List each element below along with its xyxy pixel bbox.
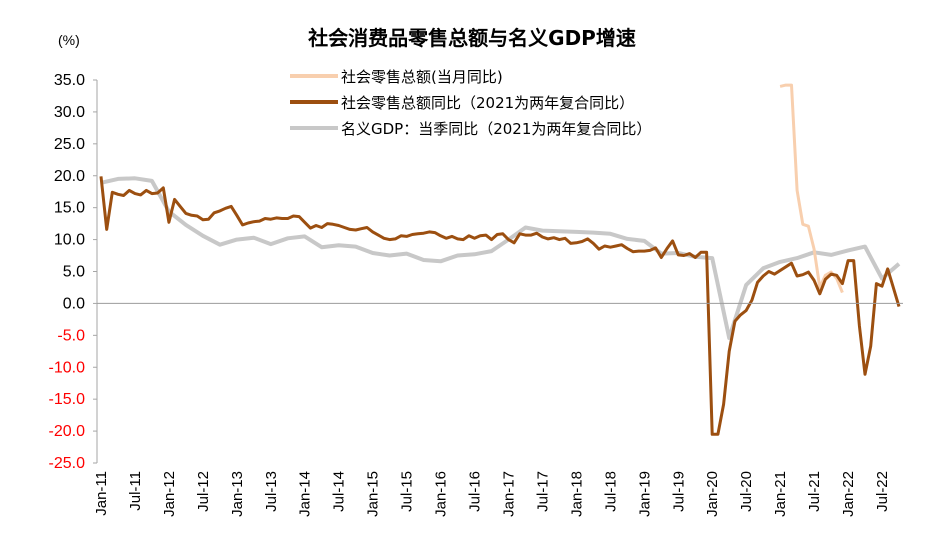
x-tick-label: Jan-18 [568,471,585,517]
x-tick-label: Jan-14 [297,471,314,517]
x-tick-label: Jan-12 [161,471,178,517]
y-tick-label: 5.0 [63,264,85,281]
y-axis-ticks: 35.0 30.0 25.0 20.0 15.0 10.0 5.0 0.0 -5.0 -10.0 -… [49,72,97,472]
series-layer [99,83,901,436]
y-tick-label: 25.0 [54,136,85,153]
x-tick-label: Jan-22 [840,471,857,517]
x-tick-label: Jul-21 [806,471,823,512]
y-tick-label: -25.0 [49,455,86,472]
series-line-retail-yoy [99,176,901,436]
legend: 社会零售总额(当月同比) 社会零售总额同比（2021为两年复合同比） 名义GDP… [290,68,651,138]
x-tick-label: Jul-16 [467,471,484,512]
y-tick-label: -5.0 [57,327,85,344]
y-tick-label: 30.0 [54,104,85,121]
legend-label-nominal-gdp: 名义GDP：当季同比（2021为两年复合同比） [341,120,651,138]
x-tick-label: Jul-18 [602,471,619,512]
y-tick-label: 10.0 [54,232,85,249]
x-tick-label: Jan-19 [636,471,653,517]
x-axis-ticks: Jan-11 Jul-11 Jan-12 Jul-12 Jan-13 Jul-13 Jan-… [93,471,891,517]
x-tick-label: Jan-17 [500,471,517,517]
y-tick-label: 20.0 [54,168,85,185]
x-tick-label: Jul-14 [331,471,348,512]
y-tick-label: 0.0 [63,295,85,312]
y-tick-label: 35.0 [54,72,85,89]
legend-label-retail-monthly: 社会零售总额(当月同比) [341,68,503,86]
x-tick-label: Jan-13 [229,471,246,517]
unit-label: (%) [58,32,80,48]
y-tick-label: -15.0 [49,391,86,408]
x-tick-label: Jul-12 [195,471,212,512]
x-tick-label: Jan-20 [704,471,721,517]
chart-title: 社会消费品零售总额与名义GDP增速 [307,26,636,50]
x-tick-label: Jan-16 [433,471,450,517]
series-line-nominal-gdp [100,176,901,340]
x-tick-label: Jul-11 [127,471,144,511]
x-tick-label: Jan-15 [365,471,382,517]
y-tick-label: -10.0 [49,359,86,376]
x-tick-label: Jul-22 [874,471,891,512]
x-tick-label: Jul-15 [399,471,416,512]
y-tick-label: -20.0 [49,423,86,440]
x-tick-label: Jan-11 [93,471,110,516]
x-tick-label: Jul-20 [738,471,755,512]
x-tick-label: Jul-19 [670,471,687,512]
legend-label-retail-yoy: 社会零售总额同比（2021为两年复合同比） [341,94,634,112]
x-tick-label: Jul-17 [534,471,551,512]
x-tick-label: Jul-13 [263,471,280,512]
y-tick-label: 15.0 [54,200,85,217]
x-tick-label: Jan-21 [772,471,789,517]
